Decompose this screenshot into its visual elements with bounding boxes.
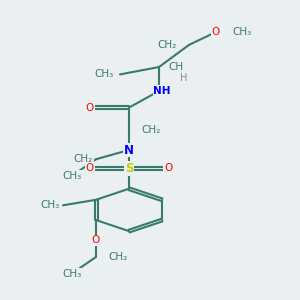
Text: CH₂: CH₂ (158, 40, 177, 50)
Text: S: S (125, 162, 133, 175)
Text: O: O (92, 235, 100, 245)
Text: CH₂: CH₂ (74, 154, 93, 164)
Text: O: O (86, 103, 94, 112)
Text: CH₃: CH₃ (62, 268, 82, 278)
Text: CH₂: CH₂ (108, 252, 127, 262)
Text: CH₃: CH₃ (232, 27, 252, 37)
Text: CH₃: CH₃ (95, 69, 114, 80)
Text: CH₂: CH₂ (141, 125, 160, 135)
Text: O: O (212, 27, 220, 37)
Text: H: H (180, 73, 188, 83)
Text: CH₃: CH₃ (62, 171, 82, 181)
Text: O: O (164, 164, 172, 173)
Text: CH: CH (168, 62, 183, 72)
Text: NH: NH (153, 86, 171, 96)
Text: O: O (212, 27, 220, 37)
Text: O: O (86, 164, 94, 173)
Text: N: N (124, 143, 134, 157)
Text: CH₃: CH₃ (41, 200, 60, 210)
